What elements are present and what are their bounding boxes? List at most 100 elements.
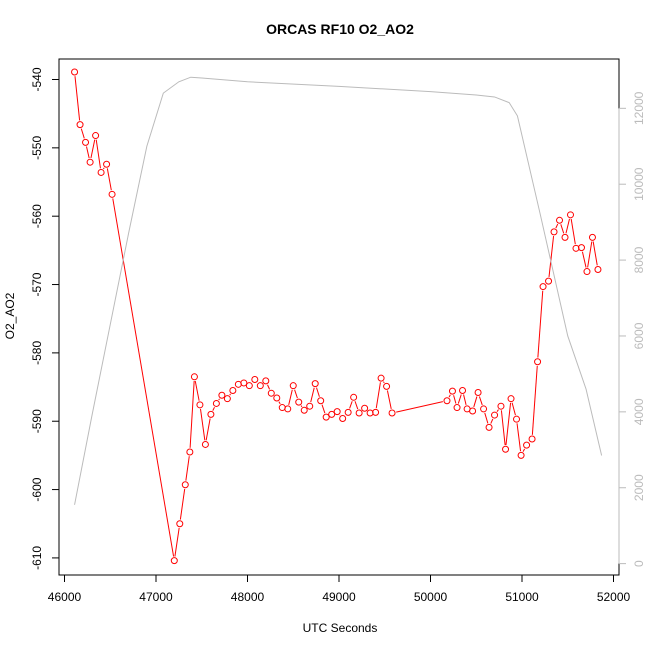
data-point bbox=[306, 402, 314, 410]
data-point bbox=[523, 441, 531, 449]
data-point bbox=[273, 394, 281, 402]
data-point bbox=[534, 358, 542, 366]
data-point bbox=[344, 408, 352, 416]
series-segment bbox=[294, 389, 298, 399]
data-point bbox=[459, 386, 467, 394]
data-point bbox=[355, 409, 363, 417]
series-segment bbox=[349, 401, 353, 409]
data-point bbox=[251, 376, 259, 384]
x-axis: 46000 47000 48000 49000 50000 51000 52000 bbox=[48, 574, 631, 604]
data-point bbox=[212, 399, 220, 407]
chart-title: ORCAS RF10 O2_AO2 bbox=[266, 21, 414, 37]
data-point bbox=[190, 373, 198, 381]
series-segment bbox=[522, 448, 526, 452]
y-tick-label: -550 bbox=[30, 136, 44, 160]
data-point bbox=[469, 407, 477, 415]
series-segment bbox=[511, 402, 516, 416]
x-tick-label: 46000 bbox=[48, 590, 82, 604]
data-point bbox=[328, 410, 336, 418]
data-point bbox=[311, 380, 319, 388]
data-point bbox=[218, 391, 226, 399]
data-point bbox=[97, 168, 105, 176]
series-segment bbox=[205, 418, 211, 441]
data-point bbox=[240, 379, 248, 387]
data-point bbox=[339, 414, 347, 422]
y2-tick-label: 10000 bbox=[632, 167, 646, 201]
data-point bbox=[333, 408, 341, 416]
data-point bbox=[300, 406, 308, 414]
data-point bbox=[289, 382, 297, 390]
y-tick-label: -590 bbox=[30, 409, 44, 433]
series-segment bbox=[194, 380, 200, 401]
data-point bbox=[377, 374, 385, 382]
y-axis-left: -540 -550 -560 -570 -580 -590 -600 -610 bbox=[30, 67, 60, 570]
series-segment bbox=[396, 401, 443, 413]
data-point bbox=[383, 382, 391, 390]
data-point bbox=[453, 404, 461, 412]
series-segment bbox=[321, 404, 326, 414]
series-layer bbox=[71, 68, 603, 565]
y-tick-label: -580 bbox=[30, 341, 44, 365]
y2-tick-label: 4000 bbox=[632, 398, 646, 425]
y-tick-label: -560 bbox=[30, 204, 44, 228]
data-point bbox=[262, 377, 270, 385]
series-segment bbox=[174, 527, 180, 557]
series-segment bbox=[229, 393, 231, 396]
x-axis-label: UTC Seconds bbox=[303, 621, 378, 635]
series-segment bbox=[85, 146, 90, 159]
data-point bbox=[507, 395, 515, 403]
series-segment bbox=[496, 409, 499, 412]
series-segment bbox=[587, 241, 593, 268]
data-point bbox=[545, 277, 553, 285]
data-point bbox=[528, 435, 536, 443]
series-segment bbox=[112, 198, 175, 557]
series-segment bbox=[457, 394, 462, 404]
x-tick-label: 47000 bbox=[139, 590, 173, 604]
y-tick-label: -600 bbox=[30, 477, 44, 501]
series-segment bbox=[448, 394, 451, 398]
series-segment bbox=[189, 380, 195, 448]
series-segment bbox=[490, 418, 494, 424]
series-segment bbox=[288, 389, 293, 405]
series-segment bbox=[592, 241, 598, 266]
series-segment bbox=[74, 76, 81, 121]
plot-frame bbox=[58, 58, 620, 576]
y-tick-label: -570 bbox=[30, 272, 44, 296]
x-tick-label: 49000 bbox=[322, 590, 356, 604]
data-point bbox=[502, 445, 510, 453]
y-axis-label: O2_AO2 bbox=[3, 292, 17, 339]
data-point bbox=[550, 228, 558, 236]
y2-tick-label: 12000 bbox=[632, 91, 646, 125]
series-segment bbox=[548, 236, 555, 278]
data-point bbox=[71, 68, 79, 76]
data-point bbox=[485, 423, 493, 431]
data-point bbox=[491, 411, 499, 419]
series-segment bbox=[453, 395, 457, 404]
series-segment bbox=[473, 396, 478, 408]
data-point bbox=[103, 160, 111, 168]
y2-tick-label: 6000 bbox=[632, 322, 646, 349]
series-segment bbox=[199, 408, 206, 441]
data-point bbox=[207, 410, 215, 418]
series-segment bbox=[555, 223, 559, 229]
y2-tick-label: 2000 bbox=[632, 474, 646, 501]
series-segment bbox=[565, 218, 570, 234]
y2-tick-label: 0 bbox=[632, 560, 646, 567]
series-segment bbox=[278, 401, 281, 405]
series-segment bbox=[478, 396, 483, 406]
series-segment bbox=[560, 224, 565, 234]
data-point bbox=[474, 389, 482, 397]
data-point bbox=[556, 216, 564, 224]
series-segment bbox=[300, 405, 303, 408]
data-point bbox=[181, 481, 189, 489]
series-segment bbox=[531, 365, 538, 435]
x-tick-label: 48000 bbox=[231, 590, 265, 604]
data-point bbox=[92, 132, 100, 140]
data-point bbox=[443, 397, 451, 405]
y-tick-label: -610 bbox=[30, 546, 44, 570]
series-segment bbox=[505, 402, 512, 446]
data-point bbox=[86, 158, 94, 166]
data-point bbox=[372, 408, 380, 416]
data-point bbox=[539, 283, 547, 291]
